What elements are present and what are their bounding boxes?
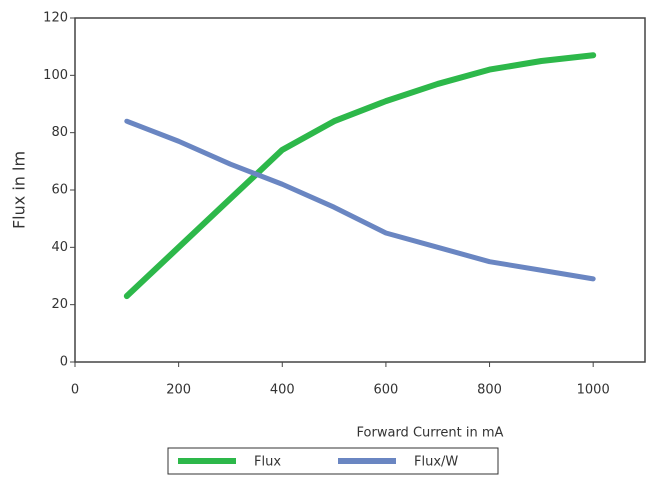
x-axis-label: Forward Current in mA xyxy=(357,426,504,441)
y-tick-label: 60 xyxy=(51,183,68,198)
legend-label: Flux xyxy=(254,455,281,470)
series-line xyxy=(123,52,597,300)
y-tick-label: 100 xyxy=(43,68,68,83)
y-tick-label: 120 xyxy=(43,11,68,26)
x-tick-label: 0 xyxy=(71,383,79,398)
x-tick-label: 600 xyxy=(373,383,398,398)
y-tick-label: 40 xyxy=(51,240,68,255)
series-line xyxy=(124,118,596,282)
plot-frame xyxy=(74,17,646,363)
x-tick-label: 1000 xyxy=(577,383,610,398)
y-tick-label: 80 xyxy=(51,125,68,140)
legend-label: Flux/W xyxy=(414,455,458,470)
x-tick-label: 800 xyxy=(477,383,502,398)
y-tick-label: 0 xyxy=(60,355,68,370)
y-tick-label: 20 xyxy=(51,297,68,312)
y-axis-label: Flux in lm xyxy=(10,151,29,229)
x-tick-label: 400 xyxy=(270,383,295,398)
x-tick-label: 200 xyxy=(166,383,191,398)
